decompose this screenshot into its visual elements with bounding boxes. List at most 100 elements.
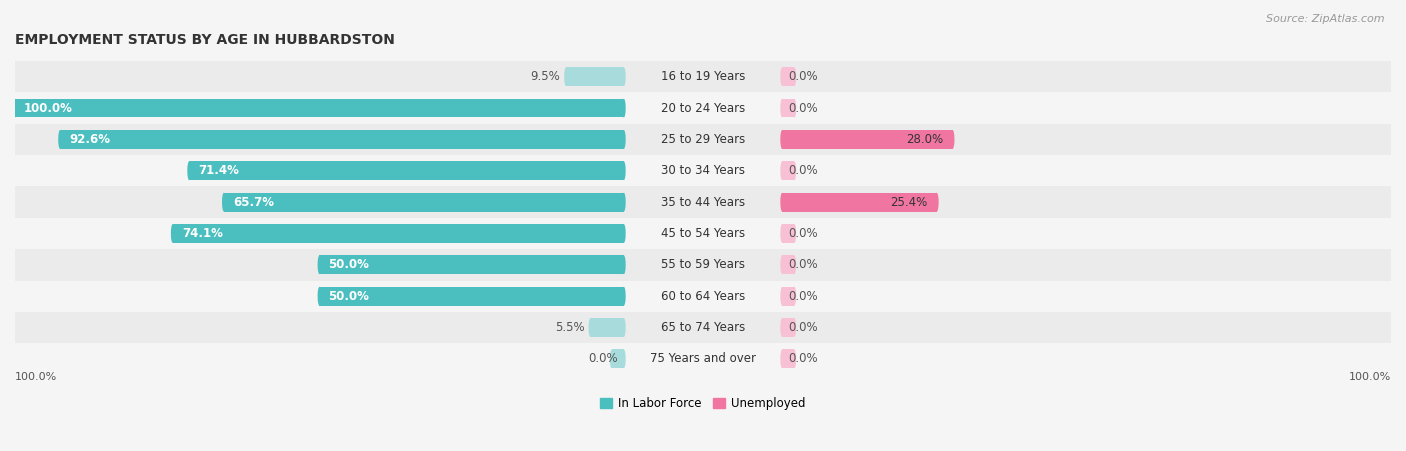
Circle shape (935, 193, 939, 212)
Circle shape (793, 67, 796, 86)
Text: 16 to 19 Years: 16 to 19 Years (661, 70, 745, 83)
Text: 0.0%: 0.0% (789, 70, 818, 83)
Bar (612, 350, 624, 368)
Bar (782, 193, 936, 212)
Circle shape (793, 224, 796, 243)
Bar (15, 92, 1391, 124)
Text: 50.0%: 50.0% (329, 290, 370, 303)
Circle shape (621, 193, 626, 212)
Circle shape (589, 318, 592, 337)
Bar (782, 224, 794, 243)
Bar (60, 130, 624, 149)
Bar (782, 255, 794, 274)
Circle shape (793, 161, 796, 180)
Text: Source: ZipAtlas.com: Source: ZipAtlas.com (1267, 14, 1385, 23)
Text: 28.0%: 28.0% (907, 133, 943, 146)
Circle shape (780, 287, 785, 306)
Circle shape (780, 99, 785, 118)
Bar (190, 161, 624, 180)
Circle shape (793, 350, 796, 368)
Text: 71.4%: 71.4% (198, 164, 239, 177)
Circle shape (621, 255, 626, 274)
Bar (15, 343, 1391, 374)
Bar (782, 99, 794, 118)
Circle shape (780, 193, 785, 212)
Circle shape (793, 99, 796, 118)
Bar (782, 161, 794, 180)
Bar (15, 312, 1391, 343)
Bar (15, 155, 1391, 186)
Bar (15, 218, 1391, 249)
Circle shape (621, 130, 626, 149)
Circle shape (780, 318, 785, 337)
Circle shape (621, 161, 626, 180)
Circle shape (793, 318, 796, 337)
Bar (782, 287, 794, 306)
Text: 55 to 59 Years: 55 to 59 Years (661, 258, 745, 272)
Circle shape (621, 287, 626, 306)
Circle shape (187, 161, 191, 180)
Bar (782, 350, 794, 368)
Text: 0.0%: 0.0% (789, 352, 818, 365)
Text: 0.0%: 0.0% (789, 164, 818, 177)
Circle shape (950, 130, 955, 149)
Text: 25.4%: 25.4% (890, 196, 928, 209)
Text: 25 to 29 Years: 25 to 29 Years (661, 133, 745, 146)
Circle shape (610, 350, 613, 368)
Circle shape (58, 130, 62, 149)
Circle shape (621, 318, 626, 337)
Circle shape (13, 99, 17, 118)
Circle shape (621, 350, 626, 368)
Text: 20 to 24 Years: 20 to 24 Years (661, 101, 745, 115)
Circle shape (780, 130, 785, 149)
Text: 0.0%: 0.0% (789, 227, 818, 240)
Circle shape (621, 67, 626, 86)
Circle shape (780, 161, 785, 180)
Circle shape (318, 255, 321, 274)
Bar (319, 255, 624, 274)
Bar (15, 99, 624, 118)
Text: 0.0%: 0.0% (789, 101, 818, 115)
Bar (15, 281, 1391, 312)
Text: 100.0%: 100.0% (24, 101, 73, 115)
Circle shape (793, 255, 796, 274)
Text: 30 to 34 Years: 30 to 34 Years (661, 164, 745, 177)
Bar (591, 318, 624, 337)
Bar (173, 224, 624, 243)
Circle shape (222, 193, 225, 212)
Text: 9.5%: 9.5% (530, 70, 560, 83)
Text: 75 Years and over: 75 Years and over (650, 352, 756, 365)
Circle shape (780, 224, 785, 243)
Text: 74.1%: 74.1% (181, 227, 222, 240)
Bar (319, 287, 624, 306)
Bar (15, 186, 1391, 218)
Circle shape (780, 255, 785, 274)
Text: 45 to 54 Years: 45 to 54 Years (661, 227, 745, 240)
Bar (15, 124, 1391, 155)
Text: 100.0%: 100.0% (1348, 372, 1391, 382)
Bar (782, 67, 794, 86)
Bar (782, 318, 794, 337)
Text: 0.0%: 0.0% (789, 321, 818, 334)
Text: 35 to 44 Years: 35 to 44 Years (661, 196, 745, 209)
Bar (782, 130, 953, 149)
Circle shape (172, 224, 174, 243)
Circle shape (621, 99, 626, 118)
Circle shape (793, 287, 796, 306)
Bar (15, 249, 1391, 281)
Text: 0.0%: 0.0% (789, 290, 818, 303)
Text: 65 to 74 Years: 65 to 74 Years (661, 321, 745, 334)
Circle shape (780, 350, 785, 368)
Text: 5.5%: 5.5% (554, 321, 585, 334)
Circle shape (621, 224, 626, 243)
Text: EMPLOYMENT STATUS BY AGE IN HUBBARDSTON: EMPLOYMENT STATUS BY AGE IN HUBBARDSTON (15, 33, 395, 47)
Text: 92.6%: 92.6% (69, 133, 110, 146)
Text: 0.0%: 0.0% (789, 258, 818, 272)
Circle shape (564, 67, 568, 86)
Text: 65.7%: 65.7% (233, 196, 274, 209)
Circle shape (318, 287, 321, 306)
Text: 0.0%: 0.0% (588, 352, 617, 365)
Bar (567, 67, 624, 86)
Text: 50.0%: 50.0% (329, 258, 370, 272)
Text: 60 to 64 Years: 60 to 64 Years (661, 290, 745, 303)
